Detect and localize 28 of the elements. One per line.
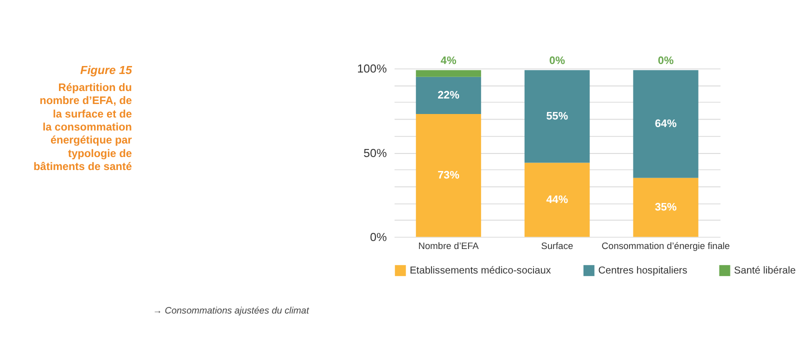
data-label: 35%: [654, 201, 677, 214]
data-label: 73%: [438, 170, 460, 182]
text: Figure 15: [80, 64, 132, 77]
text: → Consommations ajustées du climat: [152, 306, 310, 316]
data-label: 22%: [438, 90, 460, 102]
x-tick-label: Consommation d’énergie finale: [602, 240, 730, 251]
legend-label: Centres hospitaliers: [598, 266, 688, 277]
legend-label: Etablissements médico-sociaux: [410, 266, 551, 277]
x-tick-label: Nombre d’EFA: [418, 240, 480, 251]
bar: [416, 114, 482, 237]
data-label: 64%: [654, 118, 677, 130]
data-label: 44%: [546, 194, 568, 206]
bar: [633, 70, 698, 178]
bar: [524, 70, 590, 163]
data-label: 4%: [440, 54, 457, 67]
data-label: 55%: [546, 110, 568, 123]
bar: [416, 76, 482, 114]
y-tick-label: 100%: [357, 62, 387, 76]
y-tick-label: 0%: [370, 231, 387, 244]
x-tick-label: Surface: [541, 240, 574, 251]
data-label: 0%: [658, 54, 674, 67]
bar: [633, 178, 698, 237]
text: Répartition du nombre d’EFA, de la surface et de la consommation énergétique par typologie de bâtiments de santé: [34, 82, 133, 174]
bar: [524, 162, 590, 237]
y-tick-label: 50%: [364, 146, 387, 160]
legend-label: Santé libérale: [734, 266, 796, 277]
bar: [416, 70, 482, 77]
data-label: 0%: [549, 54, 566, 67]
